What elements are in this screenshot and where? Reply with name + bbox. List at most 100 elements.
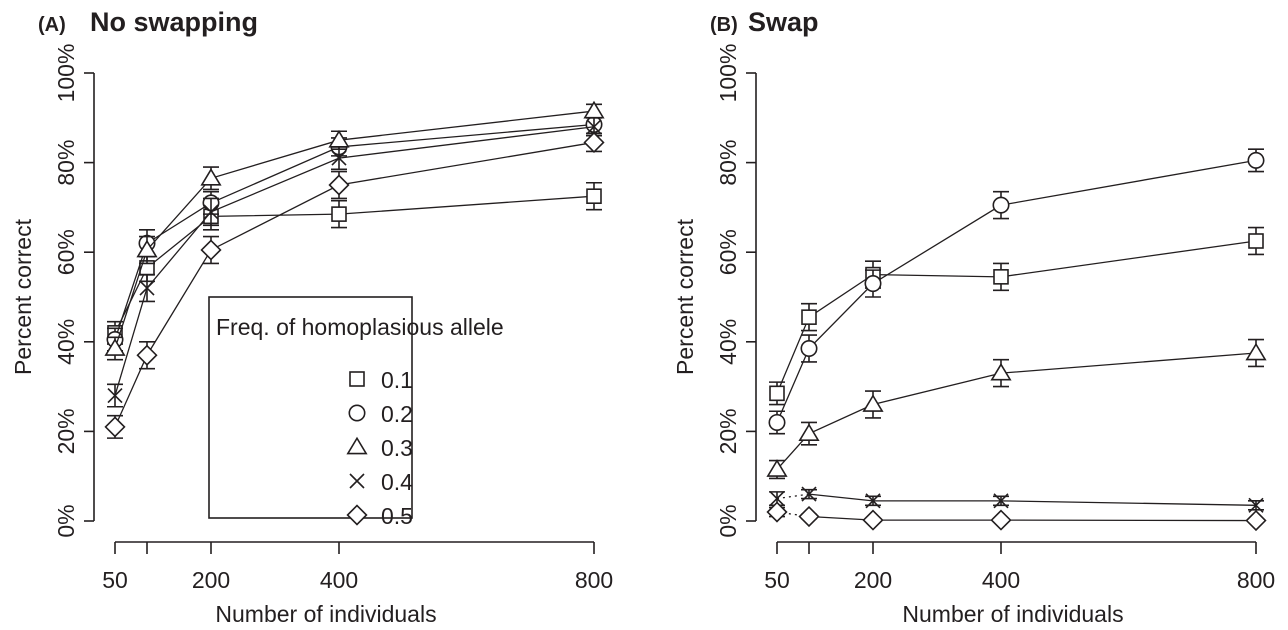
data-point-diamond <box>583 131 605 154</box>
data-point-diamond <box>766 501 788 523</box>
panel-b-y-tick-label: 80% <box>715 140 741 186</box>
data-point-circle <box>864 275 882 293</box>
panel-a-series-0.5 <box>104 131 605 439</box>
series-line <box>776 240 1257 394</box>
data-point-x <box>1248 497 1264 513</box>
data-point-diamond <box>990 509 1012 531</box>
data-point-x <box>586 119 602 135</box>
data-point-triangle <box>104 338 126 356</box>
data-point-triangle <box>862 394 884 412</box>
panel-a-series <box>104 100 605 439</box>
panel-b-y-tick-label: 60% <box>715 229 741 275</box>
panel-a-y-tick-label: 80% <box>53 140 79 186</box>
legend-marker-diamond <box>346 504 368 526</box>
panel-b-y-tick-label: 100% <box>715 44 741 103</box>
data-point-circle <box>800 340 818 358</box>
panel-a-series-0.4 <box>107 117 602 408</box>
data-point-square <box>769 385 785 402</box>
panel-b-axes: 0% 20% 40% 60% 80% 100% 50 200 400 800 <box>715 44 1275 593</box>
panel-a-x-tick-label: 50 <box>102 567 128 593</box>
panel-a-y-tick-label: 40% <box>53 319 79 365</box>
data-point-square <box>586 188 602 204</box>
data-point-x <box>331 150 347 166</box>
panel-a-x-tick-label: 200 <box>192 567 230 593</box>
data-point-square <box>1248 233 1264 249</box>
legend-entries: 0.1 0.2 0.3 0.4 0.5 <box>346 367 413 529</box>
series-line <box>776 352 1257 470</box>
panel-b-x-tick-label: 400 <box>982 567 1020 593</box>
panel-b-series-0.4 <box>769 486 1264 513</box>
panel-b-series-0.5 <box>766 501 1267 532</box>
panel-b-x-tick-label: 200 <box>854 567 892 593</box>
data-point-diamond <box>200 239 222 261</box>
data-point-circle <box>1247 151 1265 169</box>
legend-marker-triangle <box>346 436 368 455</box>
data-point-triangle <box>798 423 820 442</box>
panel-b-series-0.1 <box>769 226 1264 406</box>
panel-b-x-tick-label: 50 <box>764 567 790 593</box>
series-line <box>808 515 1257 522</box>
panel-a-chart: (A) No swapping Number of individuals Pe… <box>10 7 613 627</box>
data-point-square <box>801 309 817 325</box>
data-point-circle <box>768 413 786 431</box>
panel-a-x-axis-title: Number of individuals <box>215 601 436 627</box>
data-point-square <box>993 269 1009 285</box>
panel-a-x-tick-label: 400 <box>320 567 358 593</box>
legend-marker-circle <box>348 404 366 422</box>
legend-label: 0.1 <box>381 367 413 393</box>
panel-a-y-tick-label: 60% <box>53 229 79 275</box>
panel-b-y-tick-label: 0% <box>715 504 741 537</box>
legend-label: 0.4 <box>381 469 413 495</box>
legend-entry: 0.1 <box>349 367 413 393</box>
panel-a-y-axis-title: Percent correct <box>10 218 36 375</box>
panel-b-y-tick-label: 40% <box>715 319 741 365</box>
legend-label: 0.5 <box>381 503 413 529</box>
panel-a-legend: Freq. of homoplasious allele 0.10.20.30.… <box>208 296 504 529</box>
data-point-x <box>107 387 123 404</box>
panel-a-y-tick-label: 100% <box>53 44 79 103</box>
data-point-triangle <box>1245 342 1267 361</box>
data-point-diamond <box>104 416 126 438</box>
legend-entry: 0.4 <box>349 469 413 495</box>
panel-b-series-0.3 <box>766 338 1267 480</box>
panel-b-label: (B) <box>710 14 738 36</box>
panel-b-y-tick-label: 20% <box>715 408 741 454</box>
data-point-triangle <box>990 362 1012 381</box>
data-point-triangle <box>136 239 158 258</box>
data-point-x <box>993 493 1009 509</box>
panel-b-x-axis-title: Number of individuals <box>902 601 1123 627</box>
legend-entry: 0.3 <box>346 435 413 461</box>
data-point-x <box>801 486 817 502</box>
panel-a-x-tick-label: 800 <box>575 567 613 593</box>
panel-b-x-tick-label: 800 <box>1237 567 1275 593</box>
panel-a-y-tick-label: 20% <box>53 408 79 454</box>
series-line <box>808 493 1257 506</box>
data-point-x <box>203 204 219 220</box>
data-point-x <box>769 491 785 507</box>
panel-a-label: (A) <box>38 14 66 36</box>
legend-marker-x <box>349 473 365 489</box>
data-point-diamond <box>328 174 350 196</box>
data-point-square <box>331 206 347 222</box>
panel-a-y-tick-label: 0% <box>53 504 79 537</box>
panel-b-y-axis-title: Percent correct <box>672 218 698 375</box>
panel-b-series-0.2 <box>768 148 1265 435</box>
data-point-diamond <box>136 344 158 366</box>
legend-label: 0.2 <box>381 401 413 427</box>
data-point-circle <box>992 196 1010 214</box>
legend-label: 0.3 <box>381 435 413 461</box>
panel-b-series <box>766 148 1267 532</box>
data-point-diamond <box>1245 509 1267 532</box>
panel-b-title: Swap <box>748 7 819 37</box>
data-point-x <box>865 493 881 509</box>
legend-entry: 0.2 <box>348 401 413 427</box>
data-point-x <box>139 280 155 296</box>
legend-entry: 0.5 <box>346 503 413 529</box>
legend-title: Freq. of homoplasious allele <box>216 314 504 340</box>
panel-b-chart: (B) Swap Number of individuals Percent c… <box>672 7 1275 627</box>
panel-a-axes: 0% 20% 40% 60% 80% 100% 50 200 400 800 <box>53 44 613 593</box>
legend-marker-square <box>349 371 365 387</box>
data-point-diamond <box>798 505 820 528</box>
data-point-triangle <box>200 167 222 186</box>
